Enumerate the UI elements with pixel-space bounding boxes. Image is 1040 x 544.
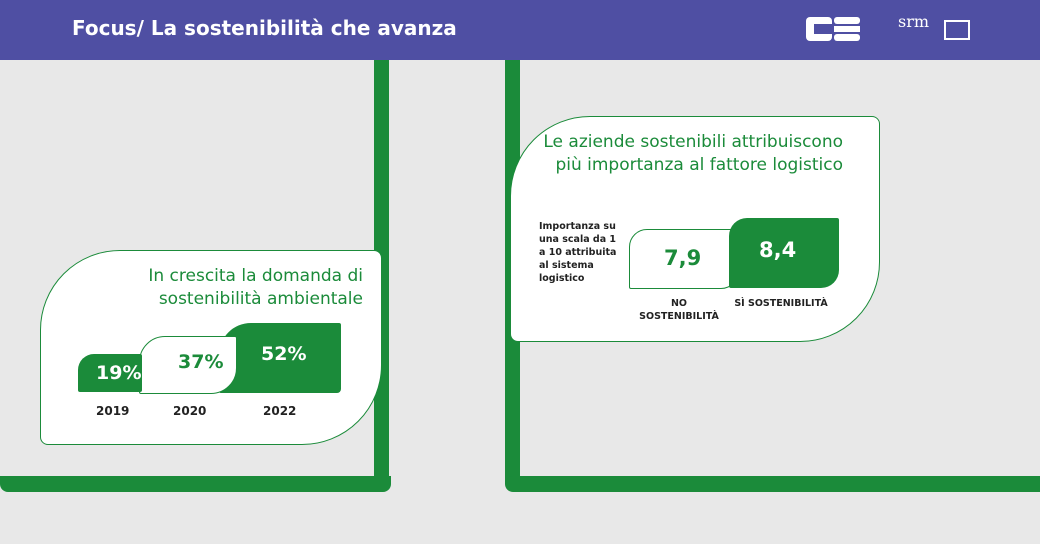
bar-2019: 19% <box>78 354 142 392</box>
chart-title: In crescita la domanda di sostenibilità … <box>148 266 363 309</box>
pipe-right-horizontal <box>505 476 1040 492</box>
category-label: SÌ SOSTENIBILITÀ <box>734 298 828 309</box>
bar-value-label: 7,9 <box>664 246 702 270</box>
year-label: 2022 <box>263 404 297 418</box>
chart-card-logistics: Le aziende sostenibili attribuiscono più… <box>510 116 880 342</box>
cs-logo <box>806 17 860 41</box>
page-title: Focus/ La sostenibilità che avanza <box>72 16 457 40</box>
year-label: 2020 <box>173 404 207 418</box>
category-label: NO SOSTENIBILITÀ <box>639 298 719 322</box>
bar-value-label: 37% <box>178 351 224 373</box>
bar-value-label: 8,4 <box>759 238 797 262</box>
bar-no-sostenibilita: 7,9 <box>629 229 739 289</box>
srm-logo-text: srm <box>898 12 930 31</box>
bar-si-sostenibilita: 8,4 <box>729 218 839 288</box>
bar-2022: 52% <box>219 323 341 393</box>
header-bar: Focus/ La sostenibilità che avanza srm <box>0 0 1040 60</box>
srm-logo: srm <box>898 12 972 44</box>
chart-card-demand: In crescita la domanda di sostenibilità … <box>40 250 382 445</box>
chart-note: Importanza su una scala da 1 a 10 attrib… <box>539 221 617 284</box>
bar-value-label: 19% <box>96 362 142 384</box>
bar-2020: 37% <box>139 336 237 394</box>
year-label: 2019 <box>96 404 130 418</box>
pipe-left-horizontal <box>0 476 391 492</box>
chart-title: Le aziende sostenibili attribuiscono più… <box>543 132 843 175</box>
bar-value-label: 52% <box>261 343 307 365</box>
srm-logo-box <box>944 20 970 40</box>
